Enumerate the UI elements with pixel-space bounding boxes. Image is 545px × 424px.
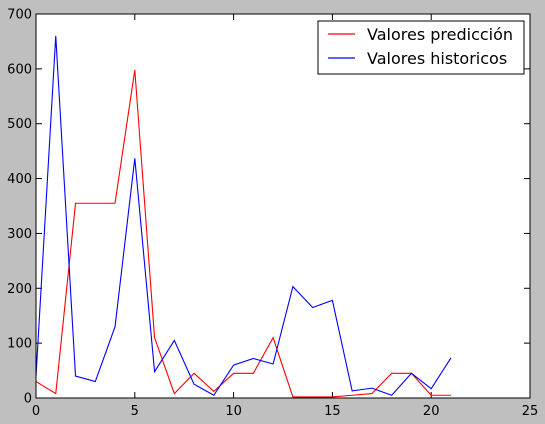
plot-area bbox=[36, 14, 530, 398]
x-tick-label: 20 bbox=[423, 404, 440, 419]
y-tick-label: 700 bbox=[7, 8, 32, 23]
x-tick-label: 10 bbox=[225, 404, 242, 419]
legend-box bbox=[317, 20, 525, 75]
x-tick-label: 5 bbox=[131, 404, 139, 419]
x-tick-label: 15 bbox=[324, 404, 341, 419]
y-tick-label: 0 bbox=[24, 392, 32, 407]
series-line-historicos bbox=[35, 35, 452, 396]
y-tick-label: 600 bbox=[7, 62, 32, 77]
y-tick-label: 500 bbox=[7, 117, 32, 132]
legend-label-historicos: Valores historicos bbox=[367, 49, 507, 68]
x-tick-label: 0 bbox=[32, 404, 40, 419]
x-tick-label: 25 bbox=[522, 404, 539, 419]
y-tick-label: 100 bbox=[7, 337, 32, 352]
series-line-prediccion bbox=[35, 69, 451, 398]
plot-frame bbox=[35, 13, 531, 399]
series-layer bbox=[35, 35, 452, 398]
ticks-layer: 0 5 10 15 20 25 0 100 200 300 400 500 600 700 bbox=[7, 8, 538, 420]
y-tick-label: 200 bbox=[7, 282, 32, 297]
legend-label-prediccion: Valores predicción bbox=[367, 25, 513, 44]
y-tick-label: 300 bbox=[7, 227, 32, 242]
y-tick-label: 400 bbox=[7, 172, 32, 187]
legend: Valores predicción Valores historicos bbox=[317, 20, 525, 75]
